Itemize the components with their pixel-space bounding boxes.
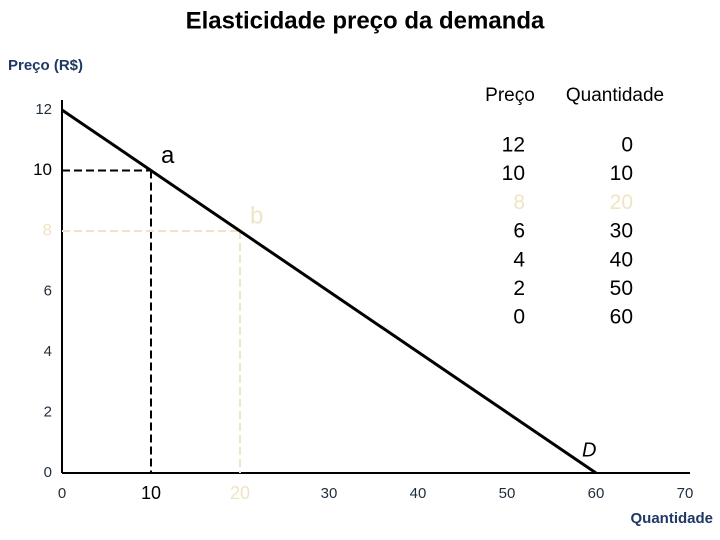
- x-tick-label: 0: [58, 485, 66, 502]
- annotation: a: [161, 142, 175, 169]
- table-cell: 4: [513, 248, 525, 271]
- x-tick-label: 50: [499, 485, 516, 502]
- y-tick-label: 2: [44, 403, 52, 420]
- x-tick-label: 20: [230, 483, 250, 503]
- table-cell: 8: [513, 191, 525, 214]
- y-tick-label: 4: [44, 343, 52, 360]
- table-cell: 0: [621, 134, 633, 157]
- table-cell: 0: [513, 306, 525, 329]
- legend-label: D: [582, 439, 596, 461]
- table-cell: 2: [513, 277, 525, 300]
- x-axis-label: Quantidade: [630, 510, 713, 527]
- y-tick-label: 10: [33, 160, 52, 179]
- y-axis-label: Preço (R$): [8, 57, 83, 74]
- table-cell: 40: [610, 248, 633, 271]
- table-header: Quantidade: [566, 85, 664, 106]
- table-cell: 12: [502, 134, 525, 157]
- table-cell: 50: [610, 277, 633, 300]
- chart-title: Elasticidade preço da demanda: [186, 7, 545, 34]
- table-cell: 60: [610, 306, 633, 329]
- table-header: Preço: [485, 85, 535, 106]
- annotation: b: [250, 202, 263, 229]
- x-tick-label: 30: [321, 485, 338, 502]
- x-tick-label: 10: [141, 483, 161, 503]
- table-cell: 20: [610, 191, 633, 214]
- y-tick-label: 12: [35, 101, 52, 118]
- table-cell: 30: [610, 220, 633, 243]
- y-tick-label: 8: [43, 220, 52, 239]
- y-tick-label: 0: [44, 464, 52, 481]
- table-cell: 10: [502, 162, 525, 185]
- x-tick-label: 70: [677, 485, 694, 502]
- demand-line: [61, 108, 597, 475]
- y-tick-label: 6: [44, 282, 52, 299]
- x-tick-label: 60: [588, 485, 605, 502]
- table-cell: 6: [513, 220, 525, 243]
- x-tick-label: 40: [410, 485, 427, 502]
- table-cell: 10: [610, 162, 633, 185]
